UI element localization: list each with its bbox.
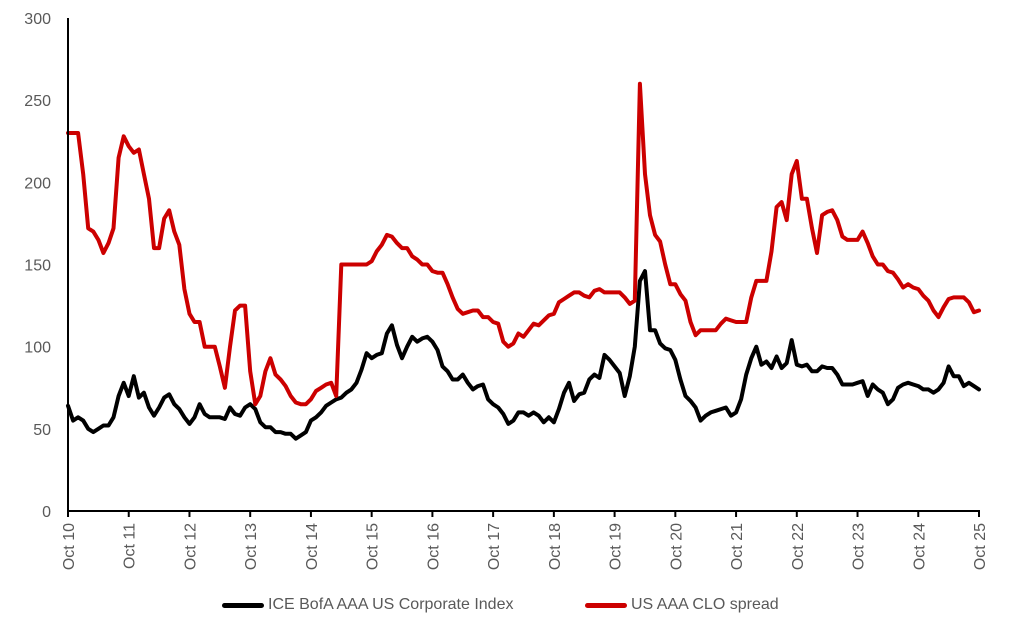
legend-label: US AAA CLO spread [631,596,779,613]
x-tick-label: Oct 25 [972,523,989,570]
series-layer [66,81,981,441]
y-tick-label: 200 [24,175,51,192]
x-tick-label: Oct 11 [122,523,139,569]
x-tick-label: Oct 17 [486,523,503,570]
legend-item-clo-spread: US AAA CLO spread [585,596,779,614]
series-ice-bofa-aaa-line [66,269,981,441]
x-tick-label: Oct 13 [243,523,260,570]
x-tick-label: Oct 14 [304,523,321,570]
x-tick-label: Oct 18 [547,523,564,570]
x-tick-label: Oct 24 [911,523,928,570]
x-tick-label: Oct 22 [790,523,807,570]
x-tick-label: Oct 23 [851,523,868,570]
x-tick-label: Oct 15 [365,523,382,570]
x-tick-label: Oct 16 [425,523,442,570]
legend-swatch-red [585,602,627,608]
x-tick-label: Oct 10 [61,523,78,570]
legend: ICE BofA AAA US Corporate Index US AAA C… [0,596,1029,618]
legend-label: ICE BofA AAA US Corporate Index [268,596,514,613]
x-axis-labels: Oct 10 Oct 11 Oct 12 Oct 13 Oct 14 Oct 15 Oct … [61,523,989,570]
y-tick-label: 100 [24,340,51,357]
x-tick-label: Oct 20 [668,523,685,570]
legend-item-ice-bofa: ICE BofA AAA US Corporate Index [222,596,513,614]
x-tick-label: Oct 12 [182,523,199,570]
y-tick-label: 0 [42,504,51,521]
y-tick-label: 50 [33,422,51,439]
y-axis-labels: 0 50 100 150 200 250 300 [24,11,51,521]
y-tick-label: 300 [24,11,51,28]
x-axis-ticks [67,511,980,517]
series-us-aaa-clo-spread-line [66,81,981,407]
legend-swatch-black [222,602,264,608]
y-tick-label: 250 [24,93,51,110]
x-tick-label: Oct 19 [608,523,625,570]
y-tick-label: 150 [24,258,51,275]
x-tick-label: Oct 21 [729,523,746,570]
